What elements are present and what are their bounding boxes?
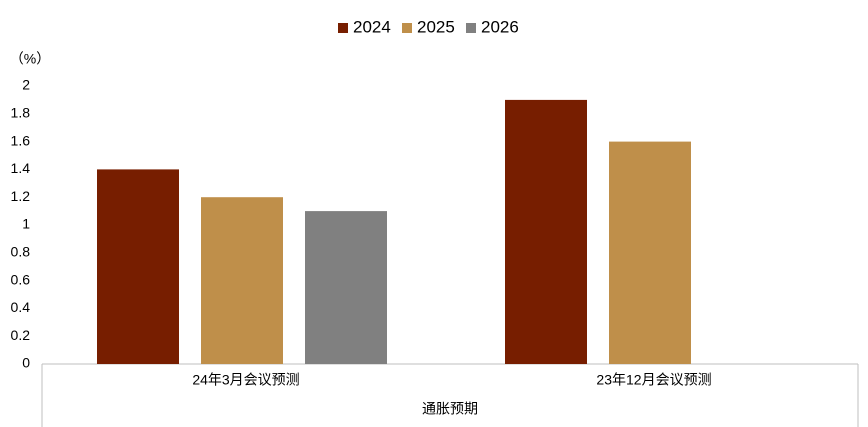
y-tick-label: 1.4 xyxy=(11,160,31,176)
legend-label: 2024 xyxy=(353,17,391,36)
y-axis-label: （%） xyxy=(10,51,50,67)
y-tick-label: 1.6 xyxy=(11,132,31,148)
y-tick-label: 0.2 xyxy=(11,327,31,343)
y-tick-label: 0.4 xyxy=(11,299,31,315)
legend-swatch xyxy=(466,23,476,33)
y-tick-label: 0.8 xyxy=(11,244,31,260)
y-tick-label: 0 xyxy=(22,355,30,371)
x-tick-label: 23年12月会议预测 xyxy=(596,372,711,388)
legend-swatch xyxy=(402,23,412,33)
y-tick-label: 0.6 xyxy=(11,271,31,287)
y-tick-label: 2 xyxy=(22,77,30,93)
y-tick-label: 1 xyxy=(22,216,30,232)
legend-label: 2025 xyxy=(417,17,455,36)
y-tick-label: 1.2 xyxy=(11,188,31,204)
bar xyxy=(97,169,179,364)
y-tick-label: 1.8 xyxy=(11,105,31,121)
bar xyxy=(201,197,283,364)
bar xyxy=(305,211,387,364)
legend-label: 2026 xyxy=(481,17,519,36)
x-group-label: 通胀预期 xyxy=(422,401,478,417)
x-tick-label: 24年3月会议预测 xyxy=(192,372,299,388)
bar xyxy=(505,99,587,365)
bar xyxy=(609,141,691,364)
legend-swatch xyxy=(338,23,348,33)
